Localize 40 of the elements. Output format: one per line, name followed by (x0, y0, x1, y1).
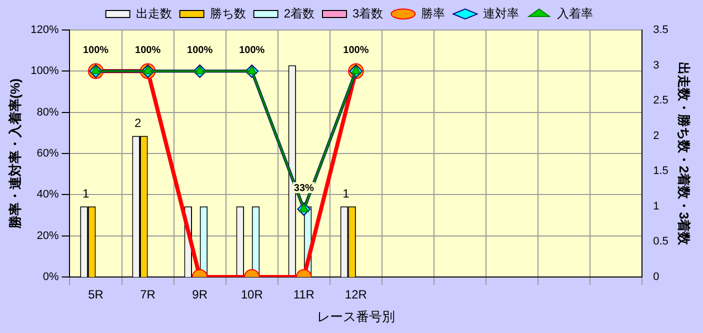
legend-label: 連対率 (483, 6, 520, 20)
y-tick-label: 120% (30, 24, 59, 36)
legend-label: 入着率 (557, 6, 594, 20)
y2-tick-label: 2 (653, 130, 660, 142)
x-tick-label: 7R (140, 288, 156, 302)
legend-label: 2着数 (284, 6, 315, 20)
x-tick-label: 11R (293, 288, 315, 302)
data-label: 100% (343, 44, 369, 56)
y2-tick-label: 1.5 (653, 165, 668, 178)
y-tick-label: 60% (36, 148, 59, 160)
legend-label: 勝ち数 (210, 6, 246, 20)
x-tick-label: 10R (240, 288, 264, 302)
data-label: 100% (187, 44, 213, 56)
y-tick-label: 100% (30, 65, 59, 78)
y2-tick-label: 0 (653, 271, 660, 284)
y-axis-title: 勝率・連対率・入着率(%) (7, 78, 22, 230)
y2-tick-label: 1 (653, 200, 660, 212)
data-label: 100% (134, 44, 161, 56)
y-tick-label: 20% (36, 230, 59, 242)
x-tick-label: 5R (88, 288, 104, 302)
y2-tick-label: 2.5 (653, 94, 668, 107)
y-tick-label: 80% (36, 106, 59, 118)
x-tick-label: 12R (344, 288, 368, 302)
data-label: 100% (82, 44, 109, 56)
x-axis-title: レース番号別 (316, 308, 395, 324)
y2-tick-label: 0.5 (653, 236, 668, 248)
data-label: 33% (294, 182, 314, 194)
data-label: 2 (134, 116, 142, 130)
data-label: 1 (82, 186, 90, 201)
x-tick-label: 9R (192, 288, 208, 302)
y2-axis-title: 出走数・勝ち数・2着数・3着数 (676, 62, 692, 246)
legend-label: 3着数 (352, 6, 384, 20)
data-label: 100% (239, 44, 265, 56)
y-tick-label: 40% (36, 188, 59, 201)
legend-label: 勝率 (421, 6, 446, 20)
y2-tick-label: 3 (653, 59, 660, 72)
data-label: 1 (342, 186, 350, 201)
legend-label: 出走数 (136, 6, 172, 20)
y-tick-label: 0% (42, 271, 59, 284)
y2-tick-label: 3.5 (653, 24, 668, 36)
